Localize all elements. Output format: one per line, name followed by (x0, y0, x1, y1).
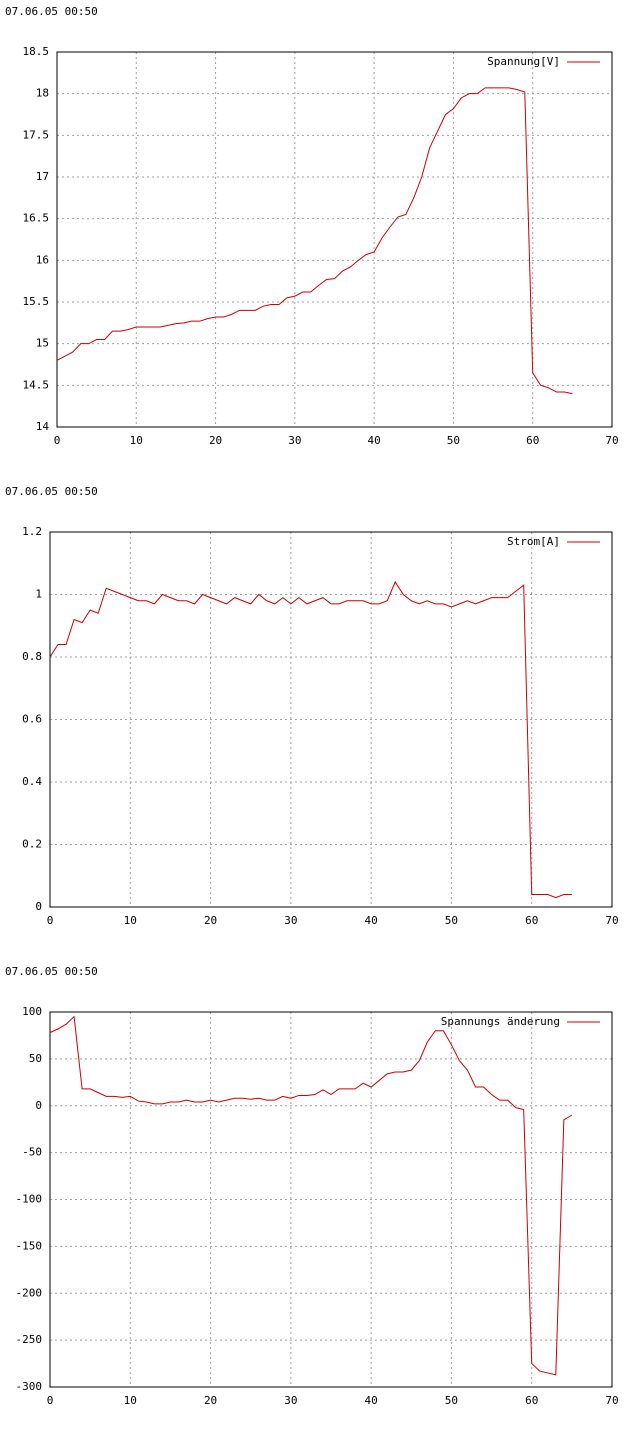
plot-frame (49, 1011, 613, 1388)
y-tick-label: 15 (36, 337, 49, 350)
y-tick-label: 16 (36, 253, 49, 266)
x-tick-label: 30 (284, 1394, 297, 1407)
y-tick-label: 16.5 (23, 212, 50, 225)
x-tick-label: 60 (525, 914, 538, 927)
chart-title: 07.06.05 00:50 (5, 5, 98, 18)
legend-label: Spannung[V] (487, 55, 560, 68)
legend-label: Strom[A] (507, 535, 560, 548)
y-tick-label: 0 (35, 1099, 42, 1112)
plot-frame (49, 531, 613, 908)
y-tick-label: -300 (16, 1380, 43, 1393)
y-tick-label: 14 (36, 420, 50, 433)
y-tick-label: 0.6 (22, 713, 42, 726)
data-line (49, 1015, 573, 1376)
x-tick-label: 10 (130, 434, 143, 447)
y-tick-label: 17 (36, 170, 49, 183)
y-tick-label: -50 (22, 1146, 42, 1159)
x-tick-label: 10 (124, 1394, 137, 1407)
y-tick-label: 0.2 (22, 838, 42, 851)
y-tick-label: 18 (36, 87, 49, 100)
x-tick-label: 70 (605, 434, 618, 447)
x-tick-label: 0 (47, 914, 54, 927)
y-tick-label: 15.5 (23, 295, 50, 308)
x-tick-label: 70 (605, 1394, 618, 1407)
plot-frame (56, 51, 613, 428)
x-tick-label: 0 (54, 434, 61, 447)
x-tick-label: 40 (365, 1394, 378, 1407)
y-tick-label: -100 (16, 1193, 43, 1206)
x-tick-label: 70 (605, 914, 618, 927)
x-tick-label: 30 (288, 434, 301, 447)
y-tick-label: 100 (22, 1005, 42, 1018)
x-tick-label: 20 (204, 914, 217, 927)
data-line (49, 580, 572, 899)
x-tick-label: 10 (124, 914, 137, 927)
y-tick-label: 17.5 (23, 128, 50, 141)
x-tick-label: 50 (445, 914, 458, 927)
y-tick-label: 0 (35, 900, 42, 913)
y-tick-label: 1.2 (22, 525, 42, 538)
y-tick-label: -250 (16, 1333, 43, 1346)
x-tick-label: 60 (526, 434, 539, 447)
x-tick-label: 50 (445, 1394, 458, 1407)
legend-label: Spannungs änderung (441, 1015, 560, 1028)
y-tick-label: 14.5 (23, 378, 50, 391)
y-tick-label: 50 (29, 1052, 42, 1065)
chart-title: 07.06.05 00:50 (5, 965, 98, 978)
x-tick-label: 50 (447, 434, 460, 447)
x-tick-label: 0 (47, 1394, 54, 1407)
chart-title: 07.06.05 00:50 (5, 485, 98, 498)
y-tick-label: 18.5 (23, 45, 50, 58)
x-tick-label: 60 (525, 1394, 538, 1407)
x-tick-label: 30 (284, 914, 297, 927)
x-tick-label: 20 (204, 1394, 217, 1407)
y-tick-label: -150 (16, 1239, 43, 1252)
y-tick-label: 0.8 (22, 650, 42, 663)
y-tick-label: 0.4 (22, 775, 42, 788)
y-tick-label: 1 (35, 588, 42, 601)
x-tick-label: 40 (368, 434, 381, 447)
x-tick-label: 40 (365, 914, 378, 927)
data-line (56, 87, 573, 395)
x-tick-label: 20 (209, 434, 222, 447)
y-tick-label: -200 (16, 1286, 43, 1299)
